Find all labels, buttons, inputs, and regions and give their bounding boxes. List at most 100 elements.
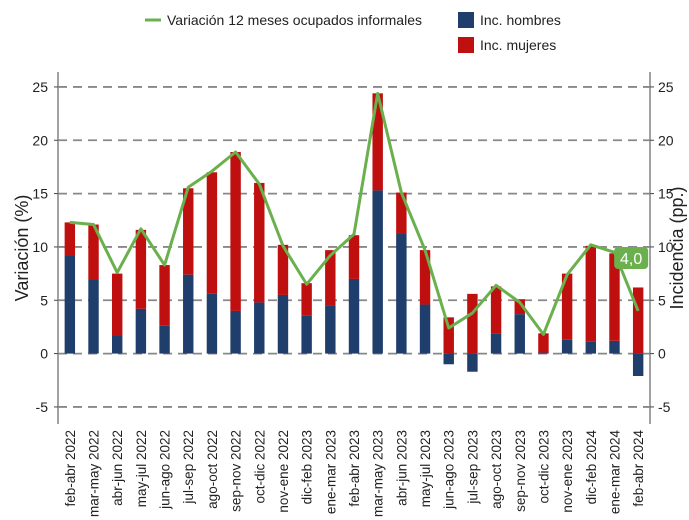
- y2-tick-label: 0: [658, 346, 666, 362]
- bar: [561, 273, 573, 340]
- bar: [538, 333, 549, 353]
- bar: [64, 222, 76, 256]
- bar: [514, 299, 525, 315]
- bar: [490, 333, 502, 354]
- y2-tick-label: 10: [658, 239, 674, 255]
- x-tick-label: feb-abr 2023: [347, 430, 362, 507]
- x-tick-label: ene-mar 2024: [607, 430, 622, 515]
- bar: [159, 325, 170, 354]
- bar: [467, 293, 478, 354]
- bar: [419, 304, 431, 354]
- bar: [159, 265, 170, 326]
- legend-label: Variación 12 meses ocupados informales: [167, 12, 422, 28]
- legend-swatch: [458, 12, 474, 28]
- bar: [254, 302, 265, 354]
- x-tick-label: ago-oct 2023: [489, 430, 504, 509]
- legend-label: Inc. hombres: [480, 12, 561, 28]
- y2-tick-label: 25: [658, 79, 674, 95]
- bar: [419, 250, 431, 305]
- bar: [230, 310, 241, 354]
- y-tick-label: 5: [40, 292, 48, 308]
- bar: [372, 93, 383, 191]
- bar: [396, 233, 407, 354]
- bar: [443, 353, 454, 365]
- legend-label: Inc. mujeres: [480, 37, 556, 53]
- bar: [538, 352, 549, 354]
- bar: [277, 294, 289, 354]
- bar: [514, 314, 525, 354]
- y-tick-label: 25: [32, 79, 48, 95]
- bar: [254, 182, 265, 303]
- bar: [585, 245, 597, 342]
- x-tick-label: oct-dic 2022: [252, 430, 267, 504]
- bar: [88, 280, 99, 354]
- bar: [372, 190, 383, 354]
- legend-swatch: [458, 37, 474, 53]
- value-label: 4,0: [620, 251, 642, 268]
- x-tick-label: nov-ene 2023: [560, 430, 575, 513]
- bar: [348, 278, 360, 354]
- bar: [632, 353, 644, 376]
- bar: [135, 308, 147, 354]
- bar: [467, 353, 478, 372]
- y-tick-label: 0: [40, 346, 48, 362]
- x-tick-label: feb-abr 2022: [63, 430, 78, 507]
- y-tick-label: -5: [36, 399, 49, 415]
- bar: [230, 152, 241, 311]
- y-tick-label: 20: [32, 132, 48, 148]
- bar: [325, 305, 336, 354]
- bar: [64, 255, 76, 354]
- bar: [183, 274, 194, 354]
- bar: [443, 317, 454, 354]
- bar: [609, 340, 620, 354]
- bar: [206, 172, 218, 294]
- bar: [396, 192, 407, 234]
- bar: [609, 253, 620, 341]
- y2-axis-label: Incidencia (pp.): [667, 186, 687, 309]
- y-tick-label: 15: [32, 186, 48, 202]
- value-label-box: 4,0: [614, 247, 649, 269]
- x-tick-label: ago-oct 2022: [205, 430, 220, 509]
- bar: [325, 250, 336, 306]
- x-tick-label: oct-dic 2023: [536, 430, 551, 504]
- x-tick-label: jul-sep 2022: [181, 430, 196, 505]
- x-tick-label: jun-ago 2022: [158, 430, 173, 510]
- x-tick-label: dic-feb 2024: [584, 430, 599, 505]
- y-tick-label: 10: [32, 239, 48, 255]
- bar: [348, 235, 360, 279]
- x-tick-label: dic-feb 2023: [300, 430, 315, 504]
- y2-tick-label: -5: [658, 399, 671, 415]
- bar: [490, 286, 502, 334]
- y-axis-label: Variación (%): [12, 195, 32, 302]
- x-tick-label: mar-may 2023: [371, 430, 386, 517]
- bar: [111, 335, 123, 354]
- bar: [88, 224, 99, 280]
- y2-tick-label: 20: [658, 132, 674, 148]
- x-tick-label: may-jul 2023: [418, 430, 433, 507]
- x-tick-label: jul-sep 2023: [465, 430, 480, 505]
- x-tick-label: abr-jun 2022: [110, 430, 125, 506]
- bar: [301, 315, 312, 354]
- bar: [111, 273, 123, 336]
- x-tick-label: abr-jun 2023: [394, 430, 409, 506]
- y2-tick-label: 5: [658, 292, 666, 308]
- bar: [632, 287, 644, 354]
- bar: [206, 293, 218, 354]
- bar: [135, 229, 147, 309]
- x-tick-label: may-jul 2022: [134, 430, 149, 507]
- bar: [301, 283, 312, 316]
- value-label-bg: [614, 247, 649, 269]
- x-tick-label: feb-abr 2024: [631, 430, 646, 507]
- bar: [585, 341, 597, 354]
- x-tick-label: nov-ene 2022: [276, 430, 291, 513]
- bar: [183, 188, 194, 275]
- line: [69, 91, 640, 336]
- x-tick-label: mar-may 2022: [87, 430, 102, 517]
- bar: [561, 339, 573, 354]
- bar: [277, 244, 289, 295]
- y2-tick-label: 15: [658, 186, 674, 202]
- x-tick-label: sep-nov 2022: [229, 430, 244, 512]
- x-tick-label: sep-nov 2023: [513, 430, 528, 512]
- x-tick-label: ene-mar 2023: [323, 430, 338, 514]
